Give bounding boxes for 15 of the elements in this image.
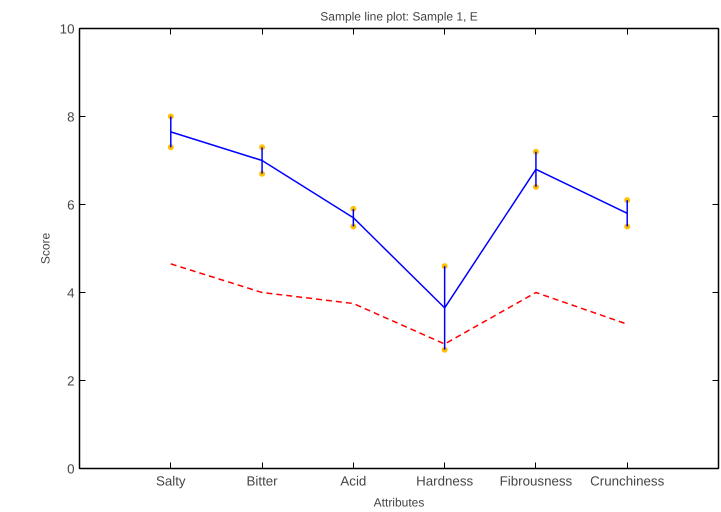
y-axis-title: Score <box>38 232 53 264</box>
x-axis-title: Attributes <box>374 496 424 510</box>
x-tick-label: Acid <box>340 474 366 488</box>
x-tick-label: Salty <box>156 474 186 488</box>
x-tick-label: Hardness <box>416 474 474 488</box>
x-tick-label: Fibrousness <box>500 474 573 488</box>
y-tick-label: 4 <box>67 286 76 300</box>
y-tick-label: 10 <box>60 22 75 36</box>
y-tick-label: 2 <box>67 374 75 388</box>
x-tick-label: Crunchiness <box>590 474 665 488</box>
x-tick-label: Bitter <box>246 474 278 488</box>
chart-title: Sample line plot: Sample 1, E <box>320 10 478 24</box>
y-tick-label: 0 <box>67 462 75 476</box>
y-tick-label: 6 <box>67 198 75 212</box>
y-tick-label: 8 <box>67 110 75 124</box>
